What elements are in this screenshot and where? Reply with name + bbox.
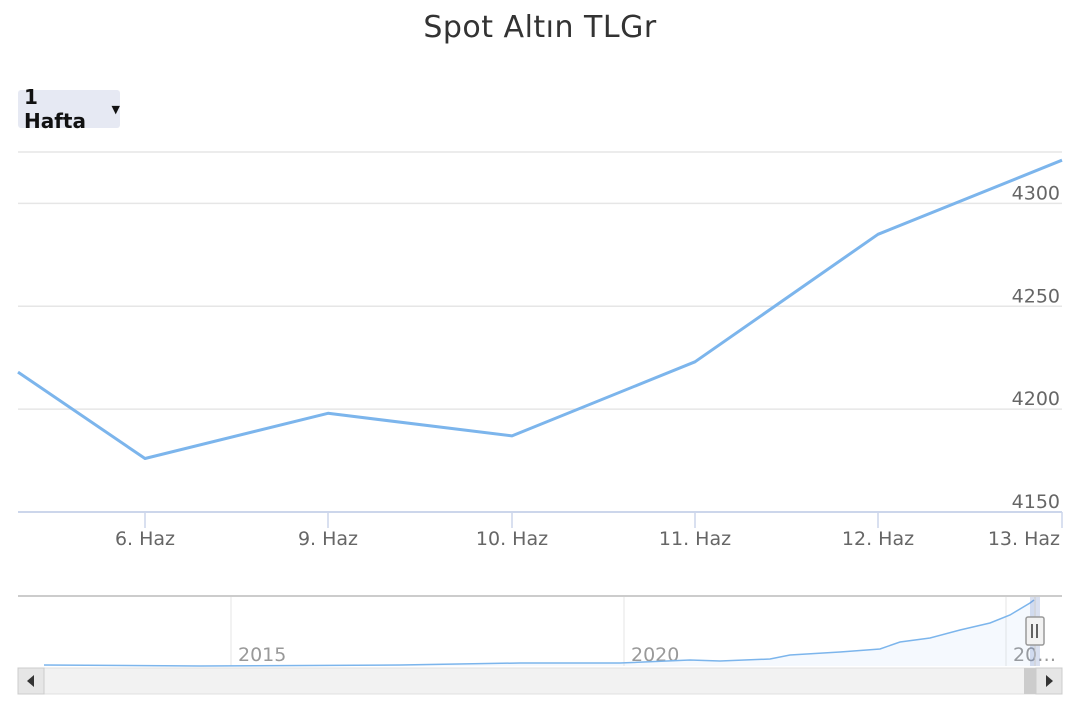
x-tick-label: 6. Haz [115, 528, 175, 550]
range-selector-label: 1 Hafta [24, 85, 86, 133]
chevron-right-icon [1046, 675, 1053, 687]
y-tick-label: 4300 [1012, 182, 1060, 204]
scrollbar-track[interactable] [17, 667, 1063, 695]
x-tick-label: 11. Haz [659, 528, 731, 550]
scrollbar-thumb[interactable] [1024, 668, 1036, 694]
plot-area[interactable] [14, 156, 1066, 462]
y-tick-label: 4250 [1012, 285, 1060, 307]
x-tick-label: 9. Haz [298, 528, 358, 550]
chart-title: Spot Altın TLGr [423, 10, 657, 45]
navigator-handle[interactable] [1025, 616, 1045, 646]
y-tick-label: 4150 [1012, 491, 1060, 513]
y-tick-label: 4200 [1012, 388, 1060, 410]
y-axis: 4150 4200 4250 4300 [1012, 182, 1060, 513]
series-line[interactable] [17, 158, 1063, 460]
x-tick-label: 10. Haz [476, 528, 548, 550]
navigator-series-line [43, 599, 1035, 667]
chevron-left-icon [27, 675, 34, 687]
x-tick-label: 12. Haz [842, 528, 914, 550]
chevron-down-icon: ▼ [111, 102, 120, 116]
navigator-series-area [44, 600, 1034, 666]
navigator[interactable]: 2015 2020 20… [18, 595, 1062, 667]
scrollbar[interactable] [17, 667, 1063, 695]
x-tick-label: 13. Haz [988, 528, 1060, 550]
x-axis: 6. Haz 9. Haz 10. Haz 11. Haz 12. Haz 13. Haz [18, 511, 1063, 550]
grid-lines [18, 151, 1062, 410]
navigator-label: 2015 [238, 644, 286, 666]
range-selector-button[interactable]: 1 Hafta ▼ [18, 85, 120, 133]
